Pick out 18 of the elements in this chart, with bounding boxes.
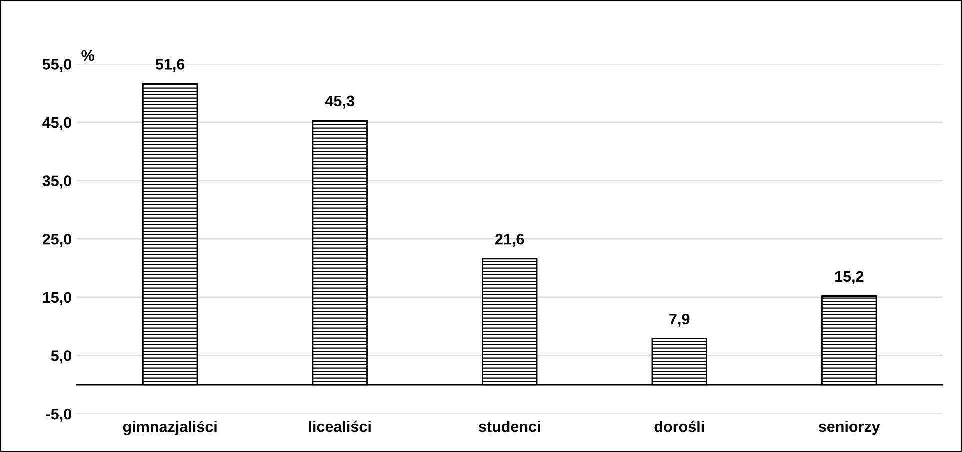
y-tick-label: 25,0 bbox=[42, 234, 72, 248]
data-label: 15,2 bbox=[835, 271, 864, 284]
x-tick-label: studenci bbox=[478, 420, 540, 432]
x-tick-label: dorośli bbox=[654, 420, 704, 432]
x-tick-label: seniorzy bbox=[818, 420, 880, 436]
data-label: 21,6 bbox=[496, 234, 524, 248]
y-tick-label: -5,0 bbox=[46, 408, 72, 422]
y-tick-label: 35,0 bbox=[42, 176, 72, 189]
data-label: 7,9 bbox=[670, 314, 690, 327]
data-label: 51,6 bbox=[156, 59, 185, 72]
data-label: 45,3 bbox=[325, 96, 354, 109]
y-tick-label: 15,0 bbox=[43, 292, 72, 306]
y-tick-label: 55,0 bbox=[42, 59, 72, 72]
y-axis-title: % bbox=[82, 50, 94, 62]
y-tick-label: 45,0 bbox=[42, 117, 72, 130]
x-tick-label: licealiści bbox=[309, 420, 371, 432]
y-tick-label: 5,0 bbox=[51, 350, 72, 364]
x-tick-label: gimnazjaliści bbox=[123, 420, 217, 436]
